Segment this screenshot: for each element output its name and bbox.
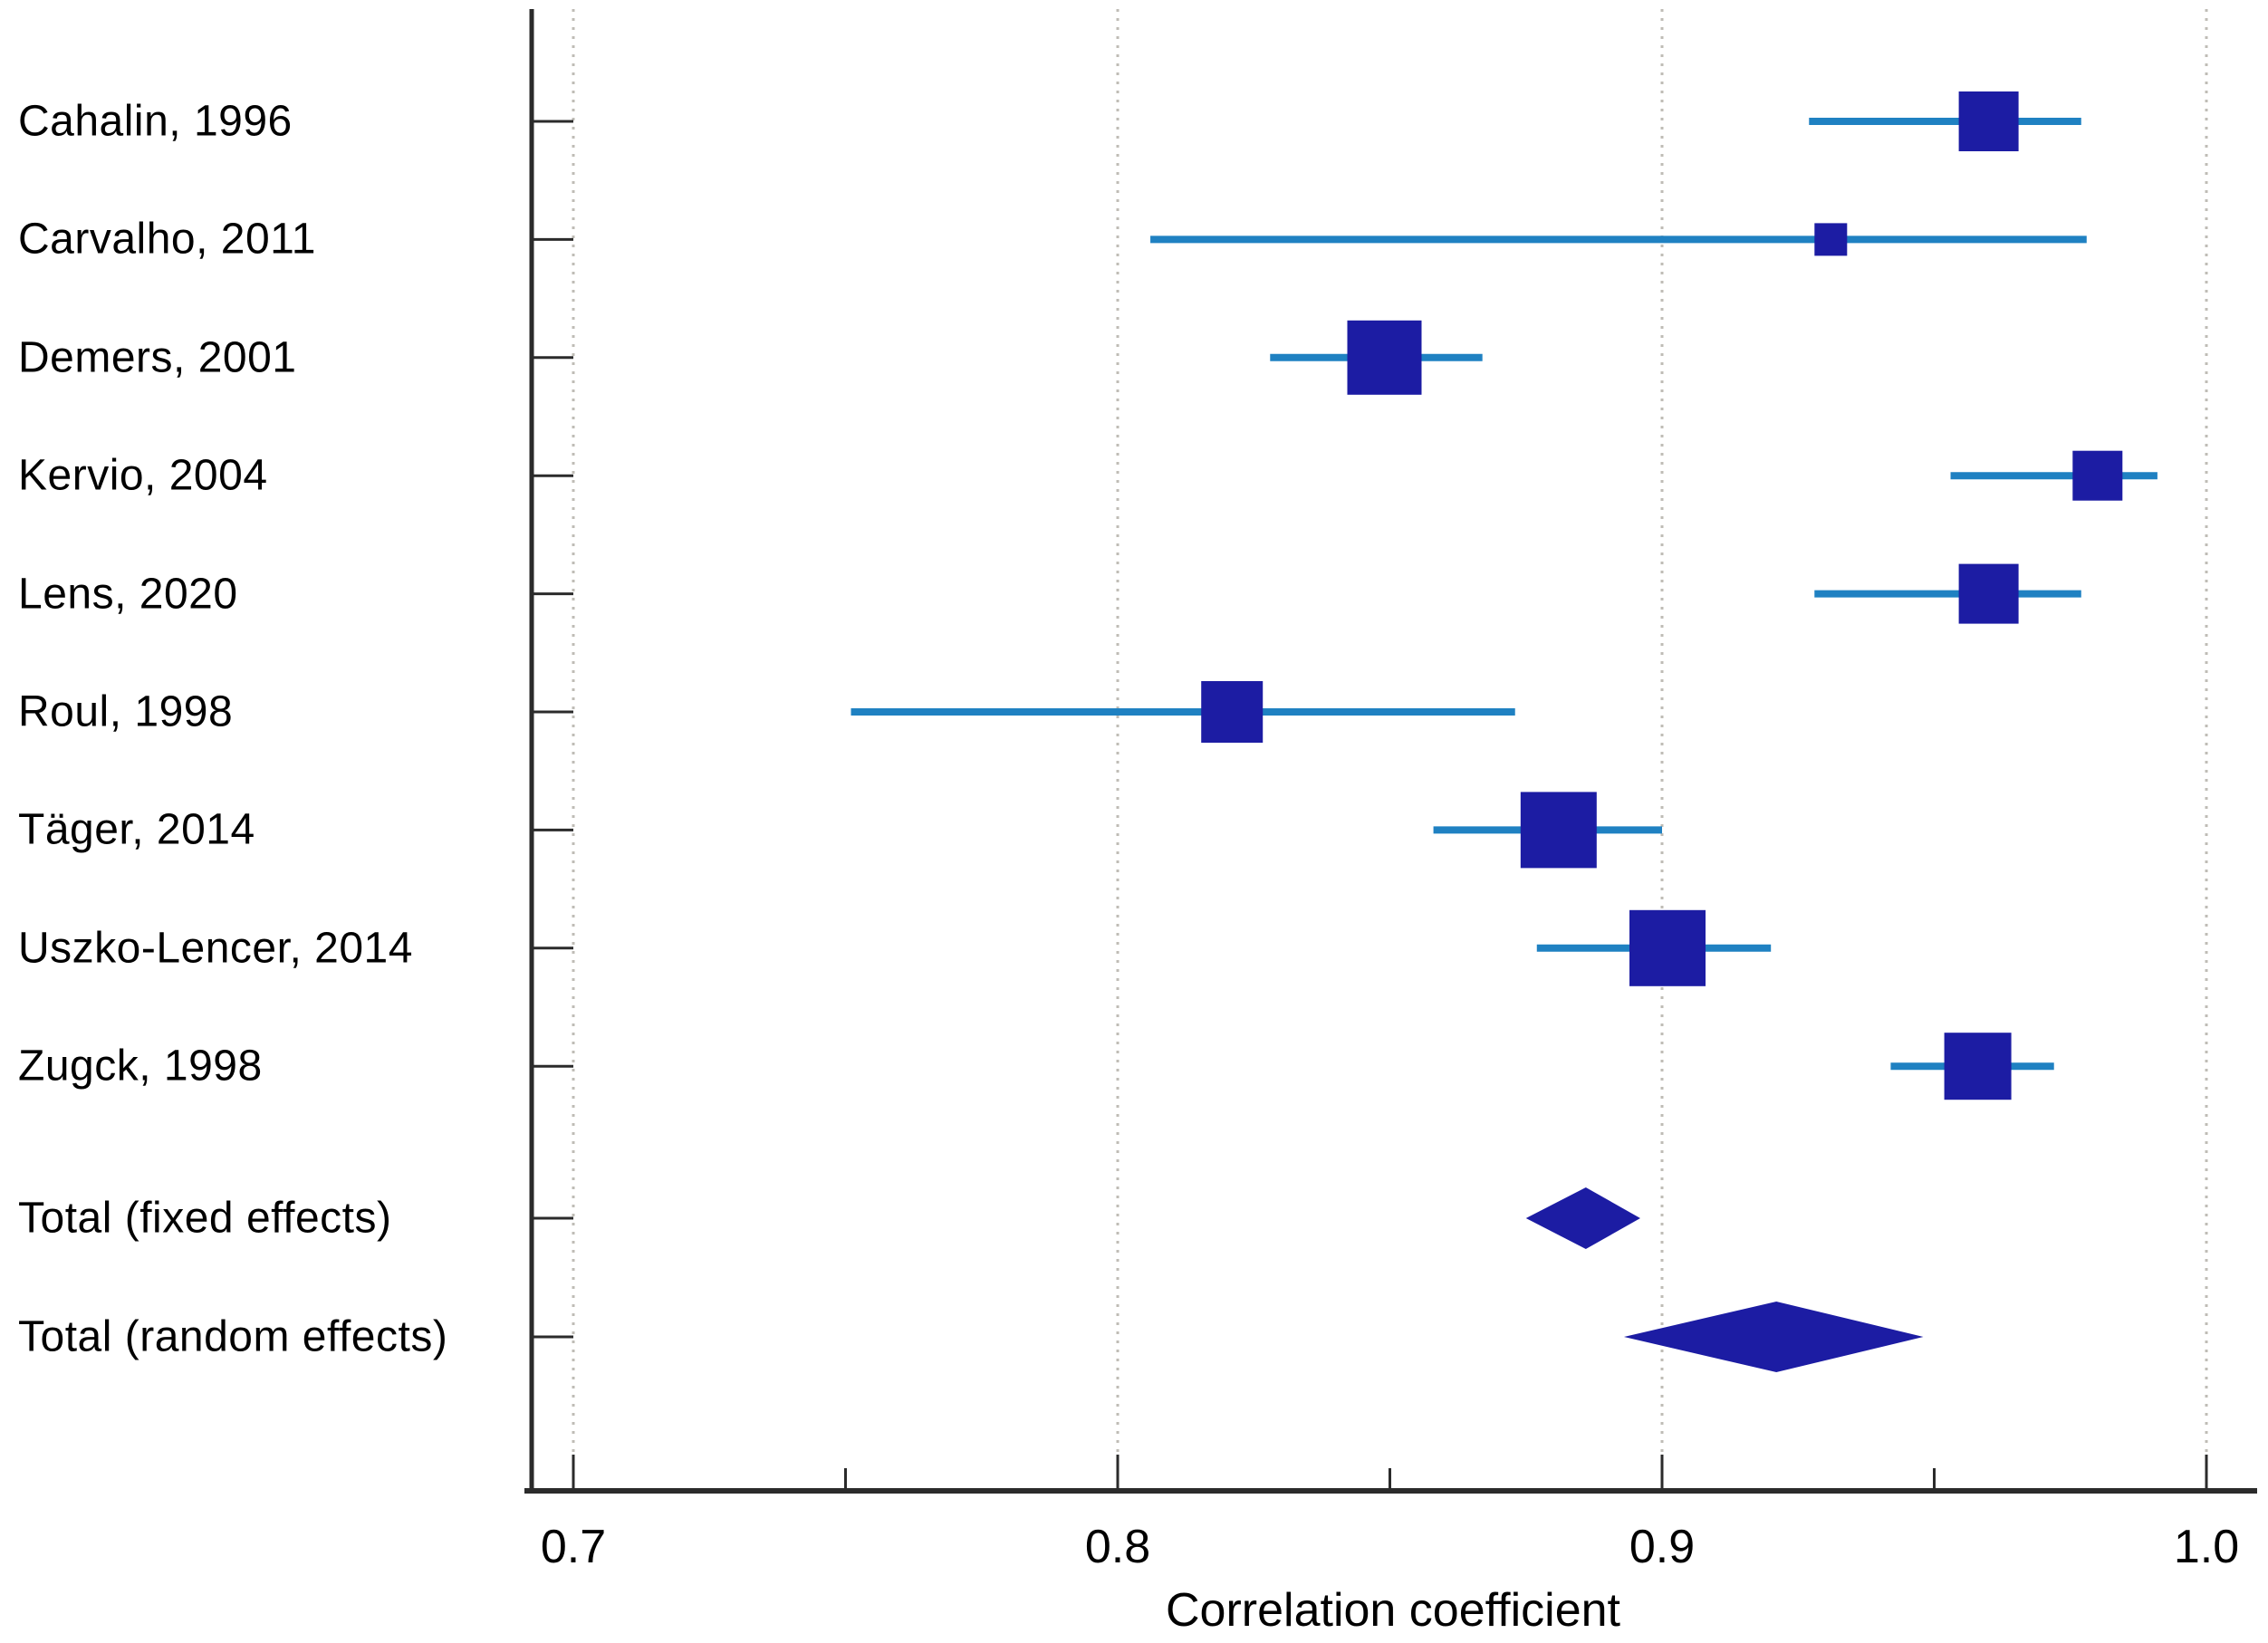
x-axis-title: Correlation coefficient [1166, 1584, 1620, 1637]
study-label: Uszko-Lencer, 2014 [18, 924, 413, 973]
study-label: Cahalin, 1996 [18, 97, 293, 146]
study-label: Kervio, 2004 [18, 451, 268, 500]
estimate-square [1520, 792, 1597, 869]
study-label: Lens, 2020 [18, 570, 238, 619]
estimate-square [1944, 1033, 2012, 1100]
estimate-square [2072, 450, 2123, 501]
study-label: Zugck, 1998 [18, 1042, 263, 1091]
x-tick-label: 0.8 [1084, 1521, 1151, 1573]
summary-diamond [1525, 1187, 1640, 1249]
estimate-square [1629, 909, 1706, 986]
estimate-square [1347, 320, 1422, 395]
study-label: Carvalho, 2011 [18, 215, 316, 264]
total-label: Total (random effects) [18, 1312, 448, 1361]
x-tick-label: 0.9 [1629, 1521, 1696, 1573]
estimate-square [1958, 563, 2019, 624]
study-label: Täger, 2014 [18, 805, 255, 854]
estimate-square [1814, 223, 1848, 256]
estimate-square [1958, 91, 2019, 151]
x-tick-label: 0.7 [540, 1521, 607, 1573]
x-tick-label: 1.0 [2173, 1521, 2240, 1573]
summary-diamond [1623, 1302, 1924, 1372]
total-label: Total (fixed effects) [18, 1194, 392, 1243]
estimate-square [1201, 681, 1264, 743]
study-label: Roul, 1998 [18, 687, 234, 736]
study-label: Demers, 2001 [18, 333, 297, 382]
